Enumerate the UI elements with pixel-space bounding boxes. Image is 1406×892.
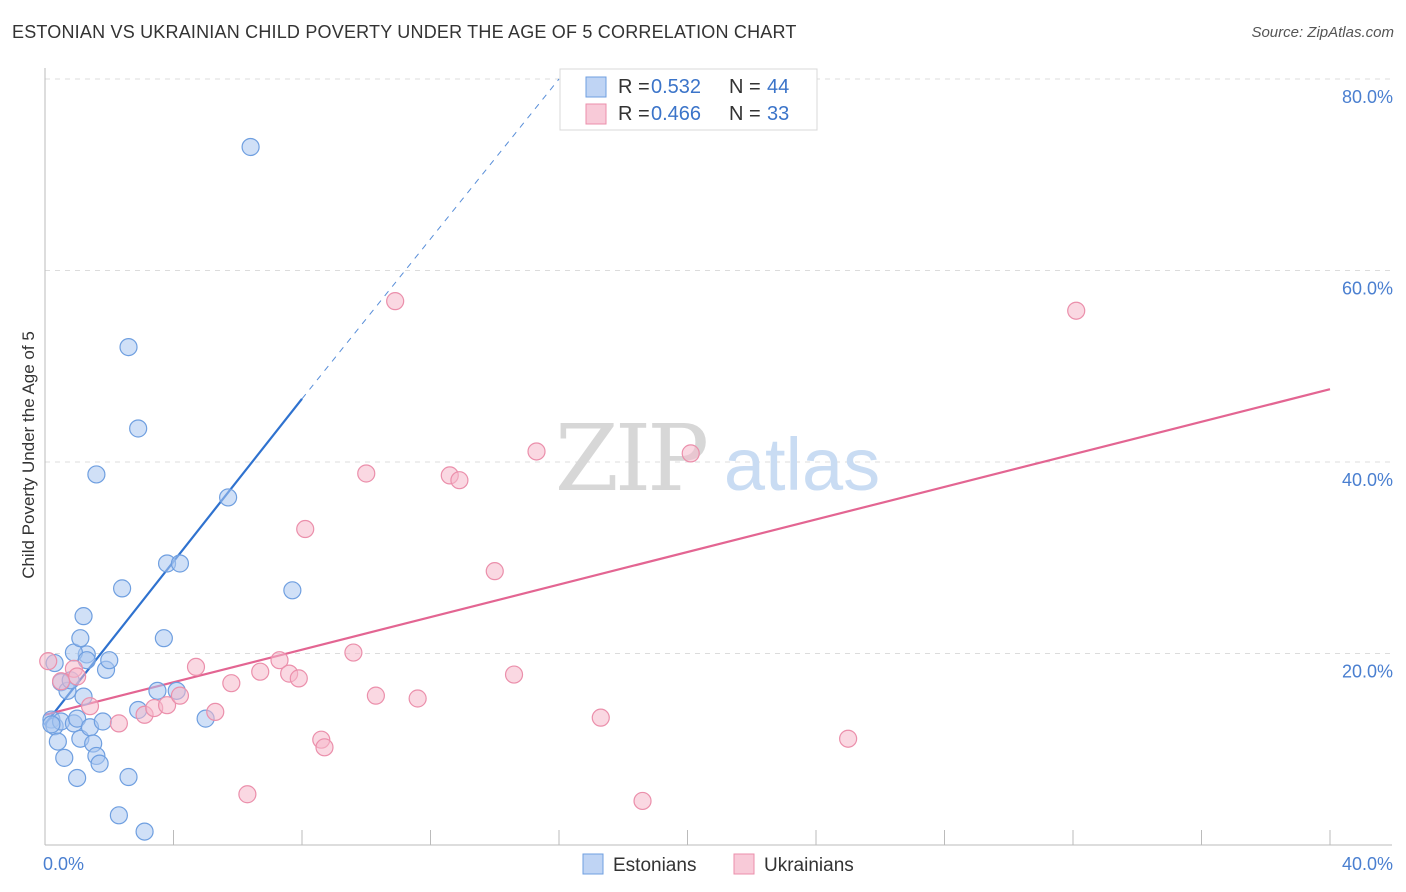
point-ukrainians — [1067, 301, 1086, 320]
point-estonians — [71, 629, 90, 648]
point-ukrainians — [504, 665, 524, 684]
point-estonians — [68, 709, 87, 728]
point-ukrainians — [39, 652, 58, 671]
point-ukrainians — [170, 686, 190, 705]
chart-title: ESTONIAN VS UKRAINIAN CHILD POVERTY UNDE… — [12, 22, 797, 42]
point-estonians — [283, 581, 302, 600]
point-ukrainians — [206, 702, 225, 722]
point-estonians — [109, 806, 128, 825]
legend-r-label: R = — [618, 76, 650, 98]
x-tick-label: 40.0% — [1342, 854, 1393, 874]
point-estonians — [74, 607, 93, 626]
point-estonians — [241, 137, 260, 157]
point-estonians — [119, 338, 138, 357]
legend-n-value: 44 — [767, 76, 789, 98]
point-estonians — [154, 629, 173, 648]
point-estonians — [170, 554, 190, 573]
point-ukrainians — [591, 708, 610, 727]
tick-labels: 20.0% 40.0% 60.0% 80.0% 0.0% 40.0% — [43, 87, 1393, 874]
y-tick-label: 60.0% — [1342, 279, 1393, 299]
bottom-legend: Estonians Ukrainians — [582, 853, 854, 876]
bottom-legend-swatch-ukrainians — [733, 853, 755, 875]
legend-n-label: N = — [729, 103, 761, 125]
legend-r-value: 0.466 — [651, 103, 701, 125]
point-estonians — [119, 767, 138, 787]
svg-text:atlas: atlas — [724, 423, 880, 506]
point-estonians — [148, 681, 167, 700]
legend-r-value: 0.532 — [651, 76, 701, 98]
grid-layer — [45, 78, 1392, 654]
point-ukrainians — [296, 519, 315, 539]
legend-n-label: N = — [729, 76, 761, 98]
point-estonians — [129, 419, 148, 438]
point-ukrainians — [51, 672, 71, 691]
legend-r-label: R = — [618, 103, 650, 125]
point-estonians — [68, 768, 87, 788]
point-estonians — [100, 651, 119, 670]
point-estonians — [90, 754, 109, 773]
bottom-legend-label-ukrainians: Ukrainians — [764, 855, 854, 876]
point-estonians — [93, 712, 112, 731]
point-ukrainians — [80, 697, 100, 716]
point-ukrainians — [344, 643, 363, 662]
point-ukrainians — [68, 667, 87, 686]
x-tick-label: 0.0% — [43, 854, 84, 874]
point-estonians — [42, 715, 61, 734]
legend: R = 0.532 N = 44 R = 0.466 N = 33 — [559, 68, 818, 131]
point-ukrainians — [222, 674, 241, 693]
point-ukrainians — [251, 662, 270, 681]
point-ukrainians — [485, 562, 504, 581]
point-ukrainians — [839, 729, 858, 748]
point-ukrainians — [450, 471, 469, 490]
point-estonians — [77, 651, 96, 670]
point-ukrainians — [315, 738, 334, 757]
point-ukrainians — [289, 669, 308, 688]
legend-swatch-ukrainians — [585, 103, 607, 125]
y-tick-label: 80.0% — [1342, 87, 1393, 107]
trend-lines — [44, 78, 1331, 726]
point-estonians — [55, 748, 74, 767]
point-ukrainians — [527, 442, 546, 461]
y-axis-label: Child Poverty Under the Age of 5 — [19, 331, 38, 579]
point-ukrainians — [408, 689, 427, 708]
bottom-legend-swatch-estonians — [582, 853, 604, 875]
point-ukrainians — [386, 292, 405, 311]
point-ukrainians — [366, 686, 385, 705]
point-ukrainians — [681, 444, 700, 463]
point-estonians — [135, 822, 154, 841]
legend-swatch-estonians — [585, 76, 607, 98]
point-ukrainians — [109, 714, 128, 733]
bottom-legend-label-estonians: Estonians — [613, 855, 696, 876]
trend-line-extension-estonians — [301, 78, 560, 400]
y-tick-label: 20.0% — [1342, 662, 1393, 682]
legend-n-value: 33 — [767, 103, 789, 125]
point-estonians — [87, 465, 106, 484]
y-tick-label: 40.0% — [1342, 470, 1393, 490]
point-ukrainians — [238, 785, 257, 804]
point-ukrainians — [357, 464, 376, 483]
point-ukrainians — [157, 696, 177, 715]
point-ukrainians — [270, 651, 289, 670]
point-ukrainians — [186, 657, 206, 677]
point-estonians — [112, 579, 132, 598]
point-estonians — [219, 488, 238, 507]
source-label: Source: ZipAtlas.com — [1251, 24, 1394, 41]
data-points — [39, 137, 1086, 841]
trend-line-ukrainians — [44, 388, 1331, 716]
watermark: ZIP atlas — [555, 405, 880, 512]
point-estonians — [48, 732, 67, 751]
axes-layer — [44, 68, 1392, 846]
point-ukrainians — [633, 791, 652, 811]
